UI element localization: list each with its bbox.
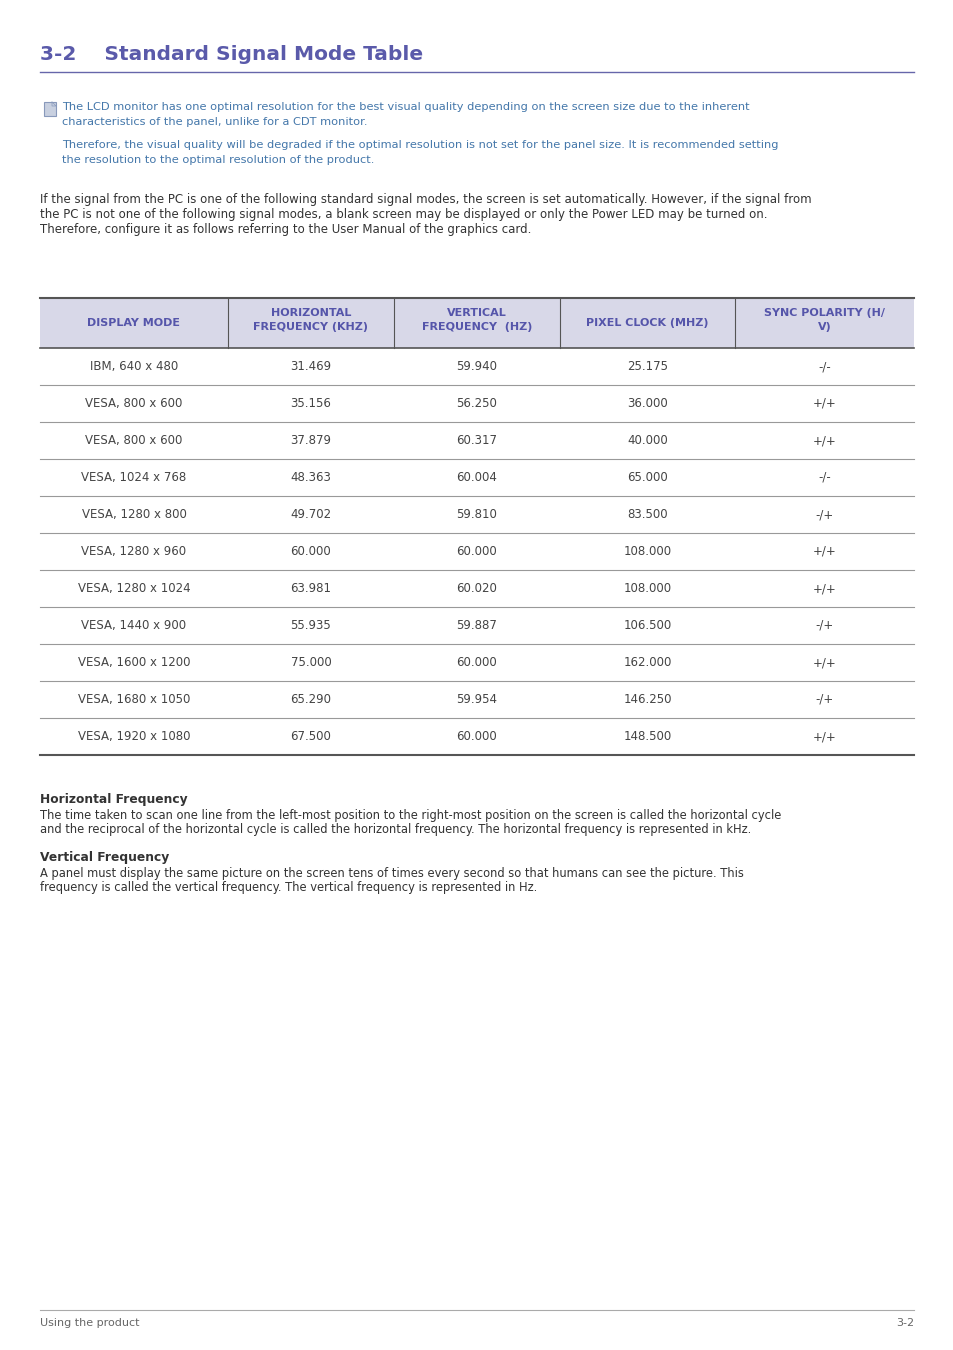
Text: V): V) [817, 323, 830, 332]
Text: VESA, 1920 x 1080: VESA, 1920 x 1080 [77, 730, 190, 742]
Text: frequency is called the vertical frequency. The vertical frequency is represente: frequency is called the vertical frequen… [40, 882, 537, 894]
Text: The LCD monitor has one optimal resolution for the best visual quality depending: The LCD monitor has one optimal resoluti… [62, 103, 749, 112]
Text: 60.020: 60.020 [456, 582, 497, 595]
Text: 37.879: 37.879 [290, 433, 331, 447]
Text: Therefore, configure it as follows referring to the User Manual of the graphics : Therefore, configure it as follows refer… [40, 223, 531, 236]
Text: 67.500: 67.500 [291, 730, 331, 742]
Text: Vertical Frequency: Vertical Frequency [40, 850, 169, 864]
Text: 65.000: 65.000 [626, 471, 667, 485]
Text: +/+: +/+ [812, 582, 836, 595]
Text: VESA, 1280 x 1024: VESA, 1280 x 1024 [77, 582, 190, 595]
Text: VESA, 800 x 600: VESA, 800 x 600 [85, 397, 182, 410]
Text: IBM, 640 x 480: IBM, 640 x 480 [90, 360, 178, 373]
Bar [40, 298, 913, 348]
Text: 63.981: 63.981 [290, 582, 331, 595]
Text: DISPLAY MODE: DISPLAY MODE [88, 319, 180, 328]
Text: HORIZONTAL: HORIZONTAL [271, 308, 351, 319]
Text: FREQUENCY  (HZ): FREQUENCY (HZ) [421, 323, 532, 332]
Text: If the signal from the PC is one of the following standard signal modes, the scr: If the signal from the PC is one of the … [40, 193, 811, 207]
Text: +/+: +/+ [812, 397, 836, 410]
Text: -/+: -/+ [815, 693, 833, 706]
Text: -/+: -/+ [815, 508, 833, 521]
Text: +/+: +/+ [812, 545, 836, 558]
Text: 48.363: 48.363 [291, 471, 331, 485]
Text: 83.500: 83.500 [626, 508, 667, 521]
Text: 162.000: 162.000 [622, 656, 671, 670]
Text: 3-2    Standard Signal Mode Table: 3-2 Standard Signal Mode Table [40, 46, 423, 65]
Text: A panel must display the same picture on the screen tens of times every second s: A panel must display the same picture on… [40, 867, 743, 880]
Text: +/+: +/+ [812, 433, 836, 447]
Text: 55.935: 55.935 [291, 620, 331, 632]
Text: -/-: -/- [817, 360, 830, 373]
Text: the resolution to the optimal resolution of the product.: the resolution to the optimal resolution… [62, 155, 374, 165]
Text: Therefore, the visual quality will be degraded if the optimal resolution is not : Therefore, the visual quality will be de… [62, 140, 778, 150]
Text: 59.940: 59.940 [456, 360, 497, 373]
Text: characteristics of the panel, unlike for a CDT monitor.: characteristics of the panel, unlike for… [62, 117, 367, 127]
Text: and the reciprocal of the horizontal cycle is called the horizontal frequency. T: and the reciprocal of the horizontal cyc… [40, 824, 750, 836]
Text: 60.004: 60.004 [456, 471, 497, 485]
Text: 3-2: 3-2 [895, 1318, 913, 1328]
Text: 40.000: 40.000 [626, 433, 667, 447]
Text: +/+: +/+ [812, 730, 836, 742]
Text: 56.250: 56.250 [456, 397, 497, 410]
Text: 36.000: 36.000 [626, 397, 667, 410]
Text: 108.000: 108.000 [622, 582, 671, 595]
FancyBboxPatch shape [44, 103, 56, 116]
Text: 49.702: 49.702 [290, 508, 331, 521]
Text: FREQUENCY (KHZ): FREQUENCY (KHZ) [253, 323, 368, 332]
Text: PIXEL CLOCK (MHZ): PIXEL CLOCK (MHZ) [585, 319, 708, 328]
Text: 59.954: 59.954 [456, 693, 497, 706]
Text: 106.500: 106.500 [622, 620, 671, 632]
Text: 146.250: 146.250 [622, 693, 671, 706]
Text: 35.156: 35.156 [291, 397, 331, 410]
Text: 25.175: 25.175 [626, 360, 667, 373]
Text: VESA, 800 x 600: VESA, 800 x 600 [85, 433, 182, 447]
Text: 60.317: 60.317 [456, 433, 497, 447]
Text: 75.000: 75.000 [291, 656, 331, 670]
Text: VESA, 1280 x 960: VESA, 1280 x 960 [81, 545, 187, 558]
Text: SYNC POLARITY (H/: SYNC POLARITY (H/ [763, 308, 884, 319]
Text: 65.290: 65.290 [290, 693, 331, 706]
Text: Using the product: Using the product [40, 1318, 139, 1328]
Text: the PC is not one of the following signal modes, a blank screen may be displayed: the PC is not one of the following signa… [40, 208, 767, 221]
Text: 59.810: 59.810 [456, 508, 497, 521]
Text: VESA, 1680 x 1050: VESA, 1680 x 1050 [78, 693, 190, 706]
Text: VESA, 1024 x 768: VESA, 1024 x 768 [81, 471, 187, 485]
Text: 60.000: 60.000 [291, 545, 331, 558]
Text: Horizontal Frequency: Horizontal Frequency [40, 792, 188, 806]
Text: 148.500: 148.500 [622, 730, 671, 742]
Text: 60.000: 60.000 [456, 656, 497, 670]
Text: -/-: -/- [817, 471, 830, 485]
Text: 31.469: 31.469 [290, 360, 331, 373]
Text: VESA, 1440 x 900: VESA, 1440 x 900 [81, 620, 187, 632]
Text: 59.887: 59.887 [456, 620, 497, 632]
Text: VERTICAL: VERTICAL [447, 308, 506, 319]
Text: 60.000: 60.000 [456, 730, 497, 742]
Text: 108.000: 108.000 [622, 545, 671, 558]
Text: The time taken to scan one line from the left-most position to the right-most po: The time taken to scan one line from the… [40, 809, 781, 822]
Text: 60.000: 60.000 [456, 545, 497, 558]
Text: VESA, 1280 x 800: VESA, 1280 x 800 [81, 508, 186, 521]
Text: +/+: +/+ [812, 656, 836, 670]
Text: VESA, 1600 x 1200: VESA, 1600 x 1200 [77, 656, 190, 670]
Text: -/+: -/+ [815, 620, 833, 632]
